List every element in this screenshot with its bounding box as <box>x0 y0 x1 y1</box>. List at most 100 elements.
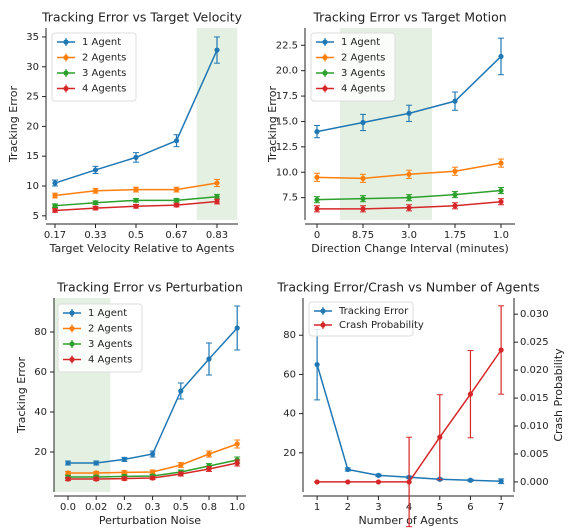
y2-tick-label: 0.025 <box>520 337 549 348</box>
data-point <box>93 470 99 476</box>
data-point <box>206 466 212 472</box>
data-point <box>406 479 412 485</box>
y2-axis-label: Crash Probability <box>552 348 565 442</box>
data-point <box>206 356 212 362</box>
y-tick-label: 30 <box>26 62 39 73</box>
x-tick-label: 0.17 <box>44 230 66 241</box>
x-tick-label: 0.33 <box>84 230 106 241</box>
data-point <box>345 479 351 485</box>
legend-swatch <box>69 341 75 347</box>
y-tick-label: 20 <box>34 447 47 458</box>
x-tick-label: 5 <box>437 502 443 513</box>
x-tick-label: 2 <box>345 502 351 513</box>
data-point <box>452 168 458 174</box>
data-point <box>92 167 99 173</box>
y-tick-label: 40 <box>34 407 47 418</box>
y2-tick-label: 0.030 <box>520 309 549 320</box>
data-point <box>498 199 504 205</box>
legend-label: Tracking Error <box>338 306 409 317</box>
data-point <box>498 187 504 194</box>
data-point <box>498 478 504 484</box>
x-tick-label: 3.0 <box>401 230 417 241</box>
x-axis-label: Direction Change Interval (minutes) <box>311 242 509 255</box>
data-point <box>437 434 443 440</box>
data-point <box>173 197 180 203</box>
y-tick-label: 17.5 <box>276 91 298 102</box>
y-tick-label: 80 <box>283 330 296 341</box>
y-tick-label: 40 <box>283 409 296 420</box>
y-tick-label: 80 <box>34 327 47 338</box>
data-point <box>150 469 156 475</box>
data-point <box>133 197 139 203</box>
chart-title: Tracking Error vs Target Velocity <box>41 10 243 25</box>
y2-tick-label: 0.005 <box>520 449 549 460</box>
data-point <box>345 466 351 473</box>
x-tick-label: 0.5 <box>128 230 144 241</box>
chart-title: Tracking Error vs Perturbation <box>56 280 243 295</box>
data-point <box>121 476 127 482</box>
data-point <box>498 53 504 60</box>
data-point <box>234 441 240 447</box>
data-point <box>133 186 139 193</box>
data-point <box>314 197 320 203</box>
legend-swatch <box>320 308 326 314</box>
x-tick-label: 1.0 <box>493 230 509 241</box>
y-tick-label: 7.5 <box>282 193 298 204</box>
data-point <box>314 174 320 180</box>
chart-title: Tracking Error/Crash vs Number of Agents <box>276 280 539 295</box>
y-axis-label: Tracking Error <box>15 356 28 434</box>
data-point <box>375 479 382 485</box>
y-tick-label: 60 <box>34 367 47 378</box>
data-point <box>178 471 184 477</box>
x-tick-label: 8.75 <box>352 230 374 241</box>
legend-swatch <box>69 356 75 363</box>
chart-title: Tracking Error vs Target Motion <box>312 10 506 25</box>
data-point <box>214 194 220 200</box>
data-point <box>150 451 156 457</box>
y2-tick-label: 0.010 <box>520 421 549 432</box>
data-point <box>467 391 474 397</box>
x-tick-label: 0.67 <box>165 230 187 241</box>
legend-box <box>308 301 414 337</box>
legend-swatch <box>322 70 328 76</box>
x-tick-label: 0.83 <box>206 230 228 241</box>
data-point <box>360 119 366 126</box>
data-point <box>234 460 240 466</box>
data-point <box>314 362 320 368</box>
legend-swatch <box>69 310 75 316</box>
y2-tick-label: 0.020 <box>520 365 549 376</box>
x-tick-label: 0.8 <box>201 502 217 513</box>
data-point <box>467 477 474 483</box>
x-tick-label: 6 <box>467 502 473 513</box>
legend-swatch <box>63 70 69 76</box>
data-point <box>375 472 382 478</box>
data-point <box>121 469 127 475</box>
data-point <box>406 110 412 116</box>
legend-label: 4 Agents <box>82 84 126 95</box>
y2-tick-label: 0.000 <box>520 477 549 488</box>
data-point <box>360 206 366 212</box>
data-point <box>52 203 58 209</box>
legend-label: 1 Agent <box>82 37 121 48</box>
x-tick-label: 0.02 <box>85 502 107 513</box>
data-point <box>121 456 127 462</box>
y-tick-label: 10.0 <box>276 167 298 178</box>
legend-label: 4 Agents <box>88 355 132 366</box>
legend-label: 3 Agents <box>341 68 385 79</box>
legend-label: 1 Agent <box>88 308 127 319</box>
y2-tick-label: 0.015 <box>520 393 549 404</box>
data-point <box>65 476 71 482</box>
data-point <box>360 175 366 181</box>
legend-label: 3 Agents <box>88 339 132 350</box>
data-point <box>173 202 180 208</box>
y-tick-label: 15 <box>26 151 39 162</box>
legend-swatch <box>63 54 69 61</box>
x-tick-label: 0 <box>314 230 320 241</box>
x-axis-label: Perturbation Noise <box>99 514 201 527</box>
data-point <box>214 198 220 205</box>
data-point <box>92 188 99 194</box>
legend-label: 3 Agents <box>82 68 126 79</box>
data-point <box>314 129 320 135</box>
legend-label: 1 Agent <box>341 37 380 48</box>
legend-swatch <box>63 39 69 45</box>
